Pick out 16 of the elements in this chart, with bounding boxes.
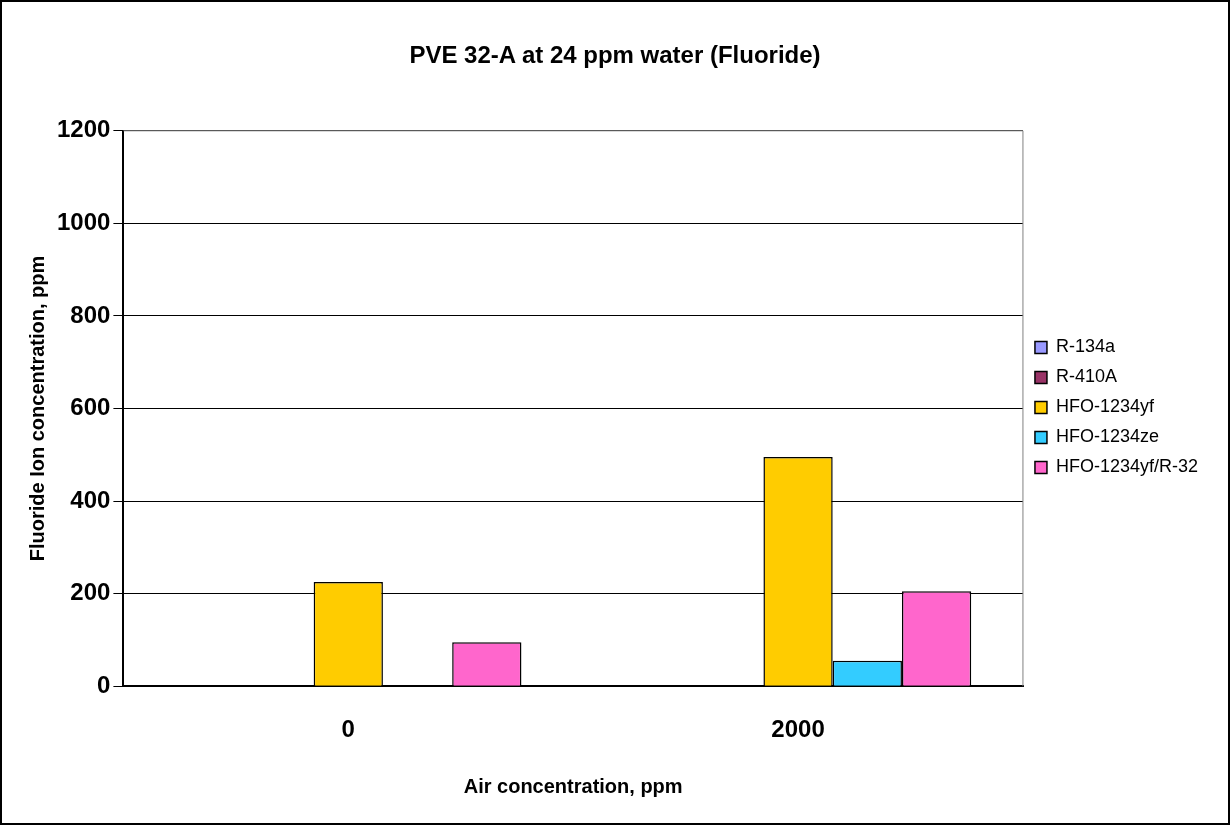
y-tick-label: 600 (70, 393, 111, 421)
x-axis-title: Air concentration, ppm (463, 774, 683, 797)
legend-label: R-410A (1055, 366, 1117, 387)
legend-label: HFO-1234yf (1055, 396, 1155, 417)
legend-label: R-134a (1055, 336, 1116, 357)
chart-title: PVE 32-A at 24 ppm water (Fluoride) (409, 41, 821, 69)
legend-label: HFO-1234yf/R-32 (1055, 456, 1199, 477)
y-tick-label: 200 (70, 578, 111, 606)
y-axis-title: Fluoride Ion concentration, ppm (25, 255, 48, 562)
y-tick-label: 400 (70, 485, 111, 513)
y-tick-label: 1000 (57, 207, 111, 235)
y-tick-label: 800 (70, 300, 111, 328)
legend-label: HFO-1234ze (1055, 426, 1159, 447)
y-tick-label: 0 (97, 670, 111, 698)
x-tick-label: 2000 (771, 715, 825, 743)
y-tick-label: 1200 (57, 115, 111, 143)
